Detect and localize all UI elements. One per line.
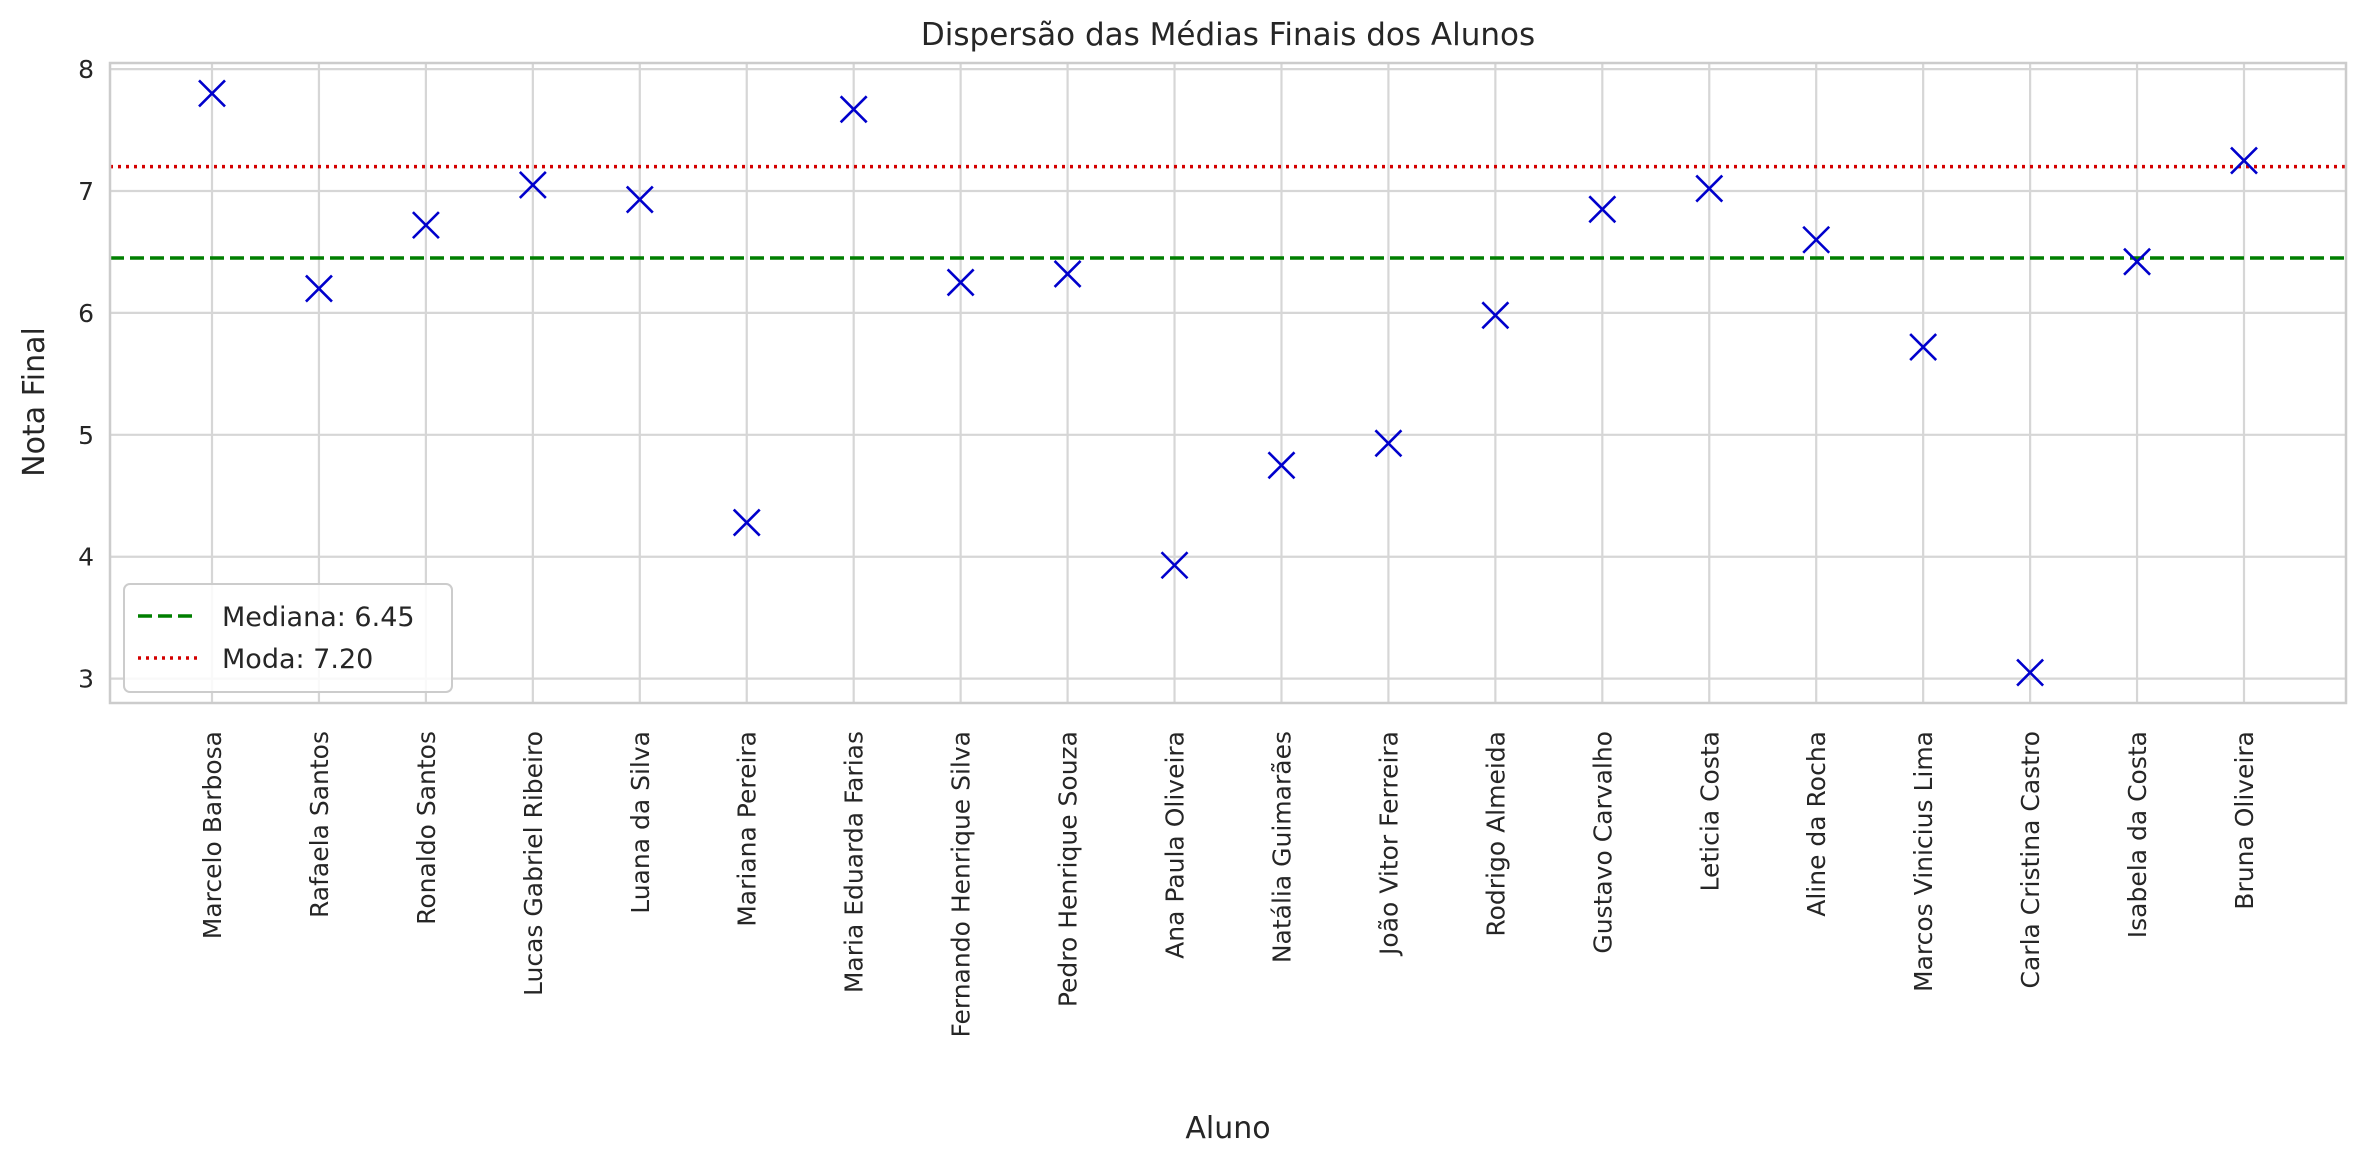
data-point-stroke (1053, 259, 1082, 288)
x-tick-label: Gustavo Carvalho (1588, 731, 1617, 954)
reference-lines (110, 164, 2346, 260)
x-tick-label: Mariana Pereira (733, 731, 762, 927)
plot-frame (108, 61, 2348, 705)
x-tick-label: Fernando Henrique Silva (947, 731, 976, 1038)
data-point-stroke (1267, 451, 1296, 480)
legend-median-label: Mediana: 6.45 (222, 602, 415, 633)
x-tick-label: Isabela da Costa (2123, 731, 2152, 938)
data-point-stroke (2230, 146, 2258, 175)
data-point (2230, 146, 2258, 175)
x-tick-label: Marcelo Barbosa (198, 731, 227, 939)
legend-mode-label: Moda: 7.20 (222, 644, 373, 675)
legend: Mediana: 6.45 Moda: 7.20 (123, 583, 453, 693)
x-tick-label: Ronaldo Santos (412, 731, 441, 925)
y-tick-label: 5 (78, 421, 94, 450)
data-point-stroke (1481, 301, 1510, 330)
x-tick-label: Bruna Oliveira (2230, 731, 2259, 910)
data-point (1160, 551, 1189, 580)
data-point-stroke (1909, 333, 1938, 361)
data-point (1802, 225, 1831, 254)
data-point-stroke (2016, 658, 2045, 687)
x-tick-label: Rodrigo Almeida (1481, 731, 1510, 937)
data-point-stroke (839, 95, 868, 124)
data-point-stroke (411, 211, 440, 240)
data-point (1588, 195, 1617, 224)
data-point (1267, 451, 1296, 480)
data-point (1374, 429, 1403, 458)
data-point (2016, 658, 2045, 687)
y-axis-label: Nota Final (17, 327, 52, 477)
data-point (625, 185, 654, 214)
data-point (946, 268, 975, 297)
x-tick-label: Pedro Henrique Souza (1054, 731, 1083, 1007)
data-point (732, 508, 761, 537)
data-point-stroke (1588, 195, 1617, 224)
x-tick-label: Luana da Silva (626, 731, 655, 914)
y-tick-label: 8 (78, 55, 94, 84)
x-tick-label: Maria Eduarda Farias (840, 731, 869, 993)
data-point (839, 95, 868, 124)
data-point (198, 79, 226, 108)
y-tick-label: 3 (78, 665, 94, 694)
x-tick-label: Rafaela Santos (305, 731, 334, 918)
data-point-stroke (1695, 174, 1724, 203)
x-tick-label: João Vitor Ferreira (1374, 731, 1403, 957)
data-point-stroke (518, 170, 547, 199)
grid-layer (110, 63, 2346, 703)
data-point (1053, 259, 1082, 288)
data-point (1695, 174, 1724, 203)
data-point-stroke (1374, 429, 1403, 458)
data-point-stroke (198, 79, 226, 108)
y-tick-label: 4 (78, 543, 94, 572)
y-tick-labels: 3 4 5 6 7 8 (78, 55, 94, 694)
data-point-stroke (732, 508, 761, 537)
x-tick-label: Aline da Rocha (1802, 731, 1831, 917)
data-point-stroke (1802, 225, 1831, 254)
chart-title: Dispersão das Médias Finais dos Alunos (921, 17, 1535, 53)
x-tick-label: Marcos Vinicius Lima (1909, 731, 1938, 992)
x-tick-label: Natália Guimarães (1267, 731, 1296, 963)
data-point (1909, 333, 1938, 361)
data-point-stroke (1160, 551, 1189, 580)
y-tick-label: 6 (78, 299, 94, 328)
data-point-stroke (625, 185, 654, 214)
plot-border (108, 61, 2348, 705)
x-tick-labels: Marcelo Barbosa Rafaela Santos Ronaldo San… (198, 731, 2259, 1038)
y-tick-label: 7 (78, 177, 94, 206)
data-point-stroke (305, 274, 333, 303)
x-tick-label: Lucas Gabriel Ribeiro (519, 731, 548, 996)
x-tick-label: Leticia Costa (1695, 731, 1724, 891)
x-tick-label: Carla Cristina Castro (2016, 731, 2045, 988)
data-point (518, 170, 547, 199)
x-axis-label: Aluno (1185, 1111, 1270, 1146)
data-point-stroke (946, 268, 975, 297)
data-point (411, 211, 440, 240)
data-point (305, 274, 333, 303)
x-tick-label: Ana Paula Oliveira (1161, 731, 1190, 959)
data-point (2123, 247, 2151, 276)
data-point (1481, 301, 1510, 330)
data-point-stroke (2123, 247, 2151, 276)
data-markers (198, 79, 2258, 687)
legend-box (123, 583, 453, 693)
